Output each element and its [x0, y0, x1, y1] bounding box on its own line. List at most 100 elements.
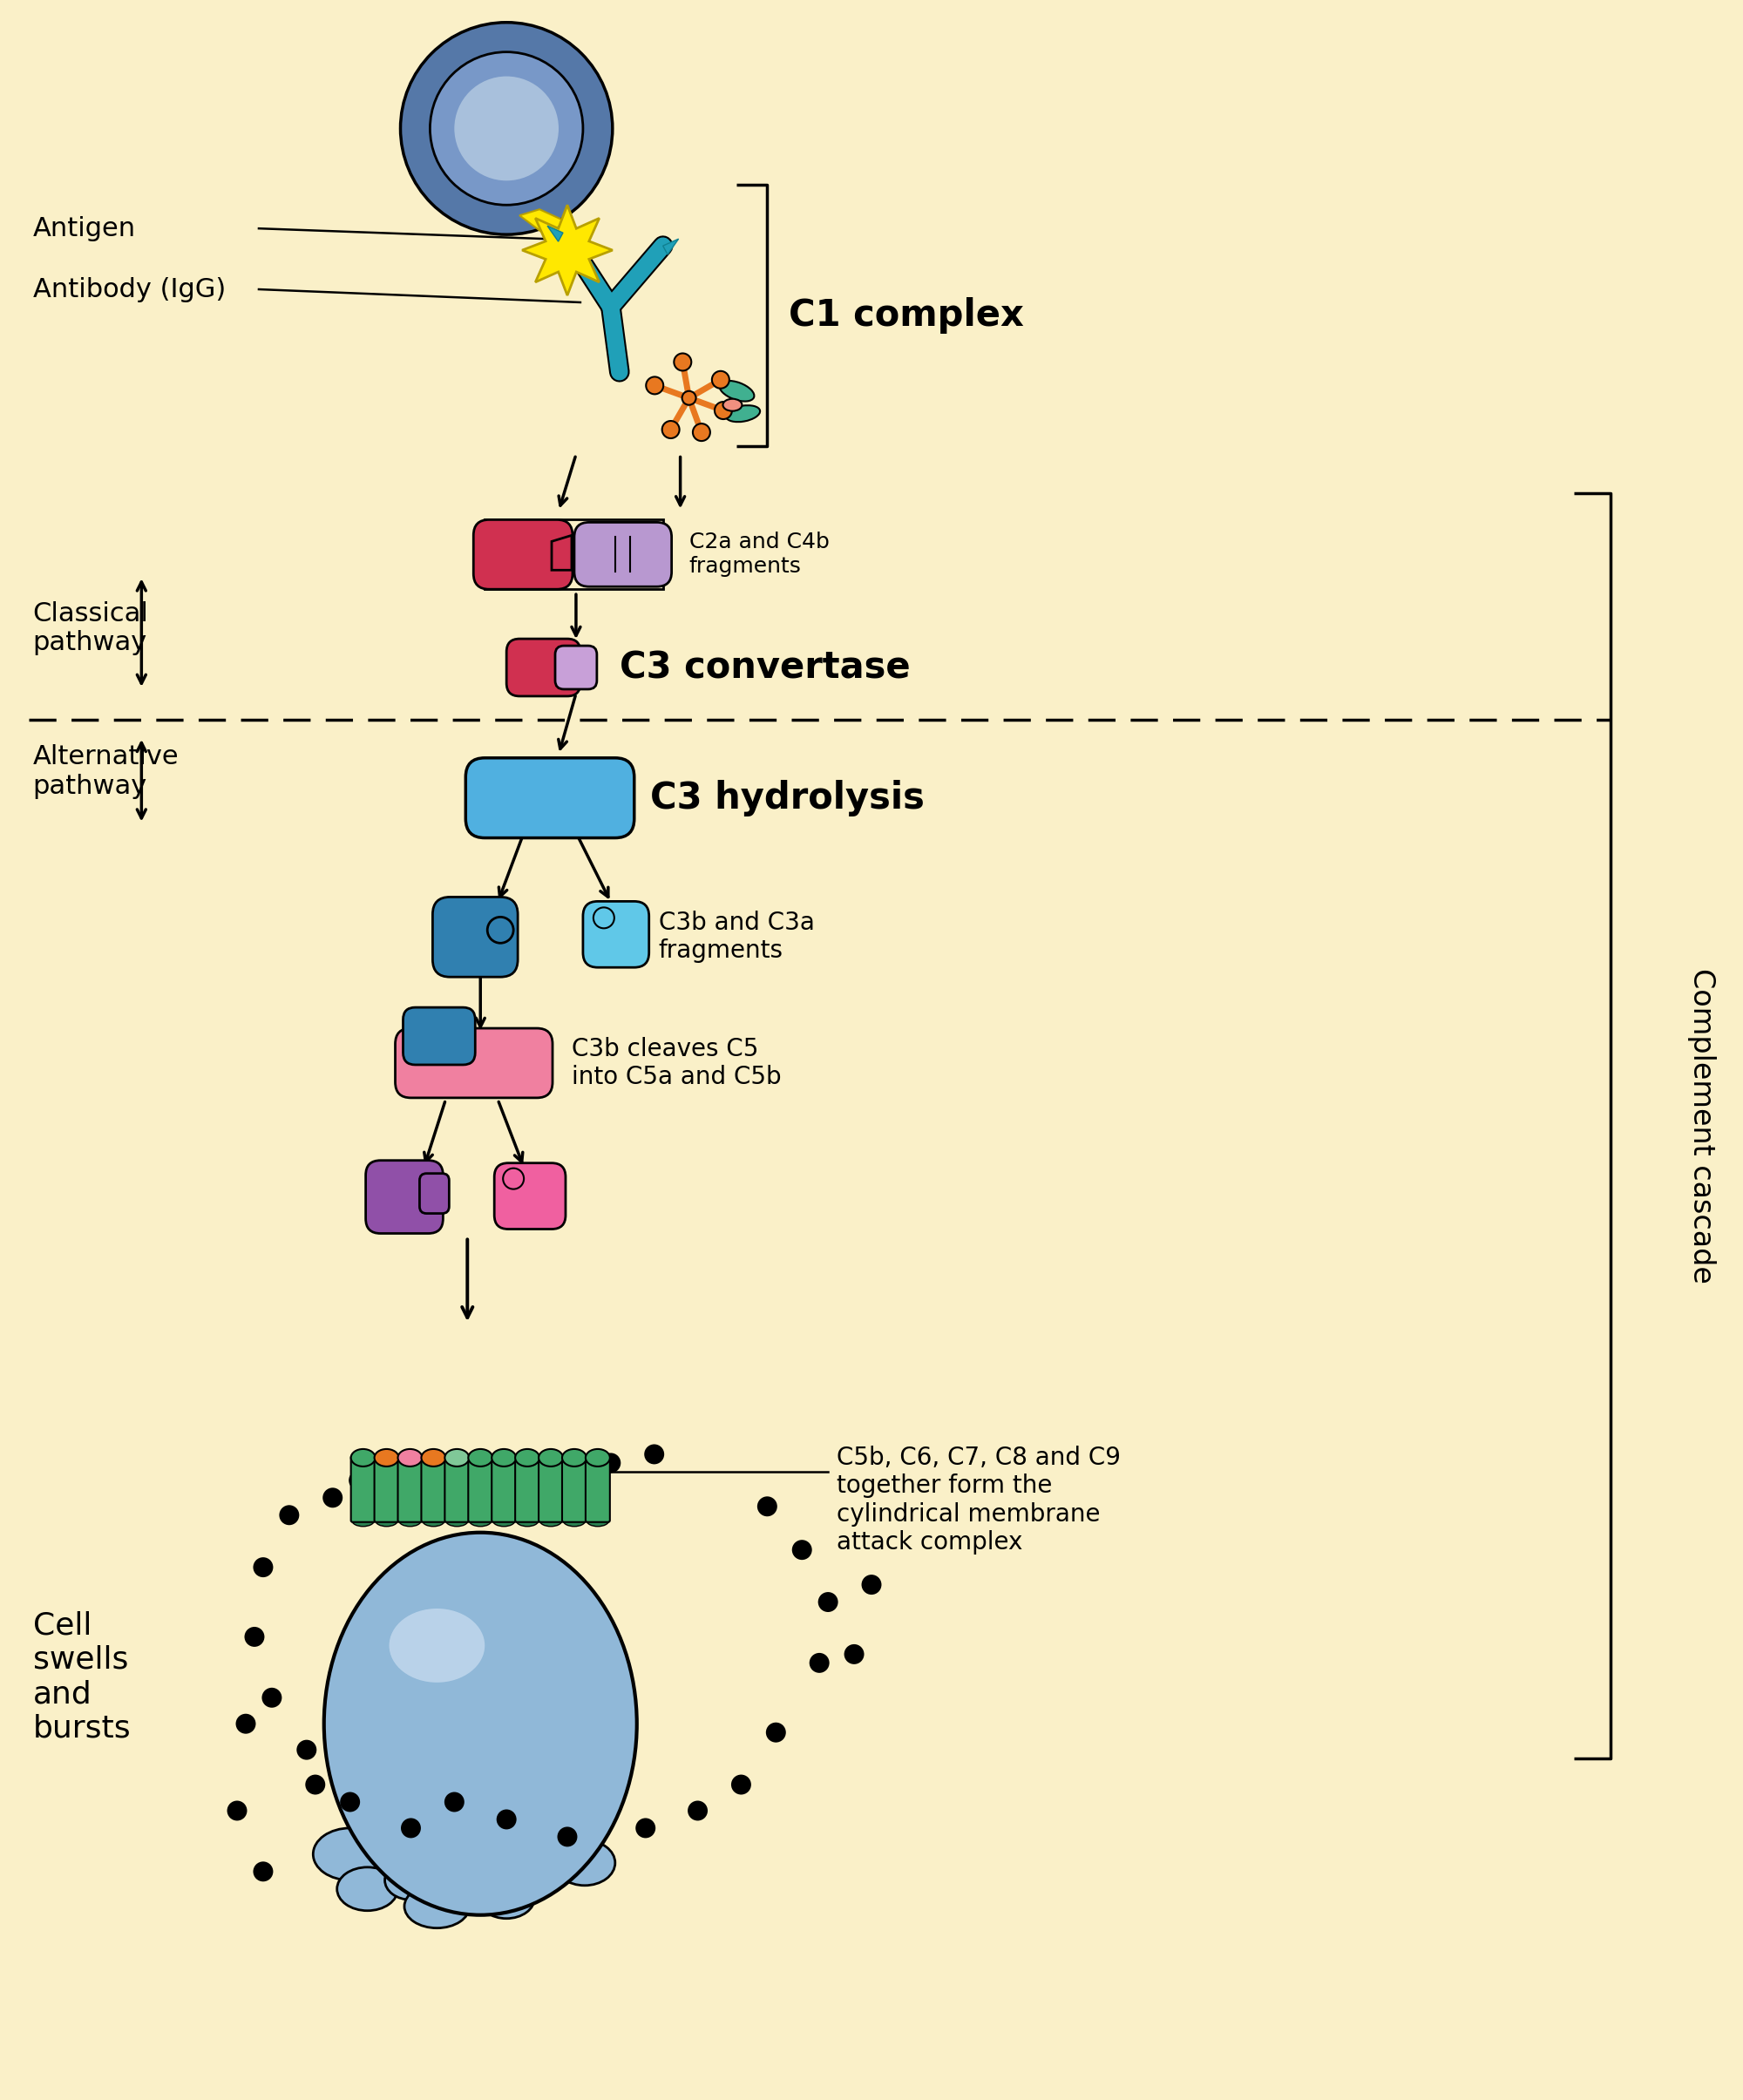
Ellipse shape	[469, 1449, 493, 1466]
Circle shape	[383, 1462, 403, 1483]
Circle shape	[322, 1487, 343, 1508]
FancyBboxPatch shape	[397, 1455, 422, 1522]
Text: C3b and C3a
fragments: C3b and C3a fragments	[659, 911, 814, 964]
Ellipse shape	[723, 399, 743, 412]
FancyBboxPatch shape	[495, 1163, 565, 1228]
Circle shape	[253, 1861, 274, 1882]
Ellipse shape	[399, 1514, 422, 1527]
FancyBboxPatch shape	[516, 1455, 540, 1522]
Circle shape	[688, 1800, 708, 1821]
Circle shape	[791, 1539, 812, 1560]
FancyBboxPatch shape	[366, 1161, 443, 1233]
FancyBboxPatch shape	[469, 1455, 493, 1522]
Circle shape	[765, 1722, 786, 1743]
Text: Antibody (IgG): Antibody (IgG)	[33, 277, 225, 302]
Circle shape	[296, 1739, 317, 1760]
Circle shape	[444, 1791, 464, 1812]
Circle shape	[558, 1827, 577, 1846]
Circle shape	[279, 1506, 300, 1525]
Ellipse shape	[422, 1514, 444, 1527]
Circle shape	[401, 1819, 420, 1838]
Text: Cell
swells
and
bursts: Cell swells and bursts	[33, 1611, 131, 1743]
Ellipse shape	[375, 1514, 397, 1527]
FancyBboxPatch shape	[586, 1455, 610, 1522]
Text: Complement cascade: Complement cascade	[1687, 968, 1715, 1283]
Circle shape	[305, 1774, 326, 1796]
Circle shape	[817, 1592, 838, 1613]
FancyBboxPatch shape	[573, 523, 671, 586]
Circle shape	[497, 1810, 516, 1829]
Circle shape	[636, 1819, 655, 1838]
Text: C3b cleaves C5
into C5a and C5b: C3b cleaves C5 into C5a and C5b	[572, 1037, 781, 1090]
Circle shape	[645, 1445, 664, 1464]
Text: C5b, C6, C7, C8 and C9
together form the
cylindrical membrane
attack complex: C5b, C6, C7, C8 and C9 together form the…	[837, 1445, 1121, 1554]
Circle shape	[711, 372, 729, 388]
Circle shape	[647, 376, 664, 395]
Circle shape	[455, 76, 560, 181]
Ellipse shape	[492, 1449, 516, 1466]
FancyBboxPatch shape	[432, 897, 518, 977]
Ellipse shape	[444, 1449, 469, 1466]
Circle shape	[809, 1653, 830, 1674]
Ellipse shape	[563, 1514, 586, 1527]
Circle shape	[601, 1453, 621, 1472]
Polygon shape	[662, 239, 678, 254]
FancyBboxPatch shape	[444, 1455, 469, 1522]
Ellipse shape	[493, 1514, 516, 1527]
Text: Classical
pathway: Classical pathway	[33, 601, 148, 655]
Circle shape	[861, 1575, 882, 1594]
Circle shape	[715, 401, 732, 420]
Circle shape	[227, 1800, 248, 1821]
Ellipse shape	[422, 1449, 446, 1466]
Ellipse shape	[720, 380, 755, 401]
Text: Alternative
pathway: Alternative pathway	[33, 746, 180, 800]
Circle shape	[756, 1497, 777, 1516]
Ellipse shape	[336, 1867, 397, 1911]
Ellipse shape	[397, 1449, 422, 1466]
Circle shape	[692, 424, 709, 441]
Ellipse shape	[540, 1514, 561, 1527]
Ellipse shape	[352, 1514, 375, 1527]
Text: C2a and C4b
fragments: C2a and C4b fragments	[688, 531, 830, 578]
Circle shape	[682, 391, 695, 405]
Circle shape	[401, 23, 612, 235]
Circle shape	[730, 1774, 751, 1796]
Ellipse shape	[314, 1829, 387, 1880]
Ellipse shape	[725, 405, 760, 422]
Ellipse shape	[516, 1449, 540, 1466]
Circle shape	[235, 1714, 256, 1735]
Circle shape	[675, 353, 692, 372]
Polygon shape	[523, 206, 612, 296]
Ellipse shape	[404, 1884, 469, 1928]
Ellipse shape	[478, 1877, 535, 1919]
FancyBboxPatch shape	[465, 758, 634, 838]
FancyBboxPatch shape	[403, 1008, 476, 1065]
Circle shape	[593, 907, 614, 928]
Circle shape	[349, 1470, 370, 1491]
FancyBboxPatch shape	[422, 1455, 446, 1522]
FancyBboxPatch shape	[561, 1455, 586, 1522]
FancyBboxPatch shape	[396, 1029, 553, 1098]
Text: C3 convertase: C3 convertase	[619, 649, 910, 687]
Ellipse shape	[375, 1449, 399, 1466]
Circle shape	[253, 1558, 274, 1577]
Ellipse shape	[539, 1449, 563, 1466]
Polygon shape	[547, 227, 563, 241]
Polygon shape	[519, 210, 572, 241]
Ellipse shape	[385, 1861, 437, 1901]
Ellipse shape	[350, 1449, 375, 1466]
Ellipse shape	[586, 1449, 610, 1466]
Circle shape	[504, 1168, 525, 1189]
FancyBboxPatch shape	[582, 901, 648, 968]
FancyBboxPatch shape	[539, 1455, 563, 1522]
Ellipse shape	[561, 1449, 586, 1466]
Circle shape	[244, 1628, 265, 1646]
Circle shape	[340, 1791, 361, 1812]
FancyBboxPatch shape	[492, 1455, 516, 1522]
FancyBboxPatch shape	[556, 645, 596, 689]
Circle shape	[488, 918, 514, 943]
Circle shape	[431, 52, 582, 206]
Ellipse shape	[324, 1533, 636, 1915]
Ellipse shape	[516, 1514, 539, 1527]
FancyBboxPatch shape	[474, 519, 572, 590]
